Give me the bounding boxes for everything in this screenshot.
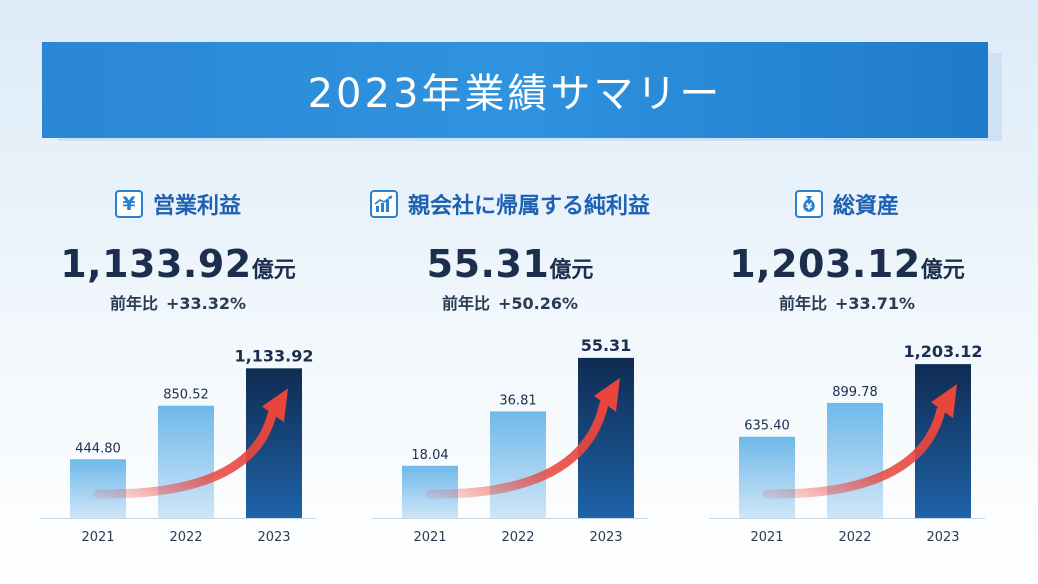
headline-unit: 億元 [251, 258, 296, 283]
growth-arrow-head [931, 384, 957, 419]
yoy-label: 前年比 [109, 294, 158, 313]
yoy-label: 前年比 [441, 294, 490, 313]
panel-net-profit: 親会社に帰属する純利益 55.31億元 前年比 +50.26% 18.04 2021… [360, 180, 660, 560]
value-label-2023: 1,203.12 [904, 342, 983, 361]
growth-arrow [425, 399, 609, 499]
growth-chart-icon [369, 190, 398, 218]
category-label-2023: 2023 [257, 530, 290, 545]
yen-icon: ¥ [114, 190, 143, 218]
value-label-2021: 444.80 [75, 441, 121, 456]
category-label-2022: 2022 [501, 530, 534, 545]
bar-2022 [490, 411, 546, 518]
panel-header: ¥ 総資産 [697, 188, 997, 220]
yoy-line: 前年比 +50.26% [360, 290, 660, 314]
yoy-value: +33.71% [834, 294, 916, 313]
value-label-2023: 55.31 [581, 336, 632, 355]
value-label-2022: 36.81 [499, 393, 536, 408]
headline-value: 55.31億元 [360, 242, 660, 286]
value-label-2022: 850.52 [163, 388, 209, 403]
yoy-value: +50.26% [497, 294, 579, 313]
headline-value: 1,203.12億元 [697, 242, 997, 286]
panel-title: 営業利益 [152, 194, 241, 219]
category-label-2022: 2022 [838, 530, 871, 545]
category-label-2022: 2022 [169, 530, 202, 545]
panel-title: 親会社に帰属する純利益 [407, 194, 650, 219]
money-bag-icon-glyph: ¥ [803, 196, 815, 213]
headline-value: 1,133.92億元 [28, 242, 328, 286]
money-bag-symbol: ¥ [806, 203, 813, 213]
money-bag-icon: ¥ [794, 190, 823, 218]
growth-arrow-head [594, 377, 620, 412]
yoy-label: 前年比 [778, 294, 827, 313]
title-banner: 2023年業績サマリー [42, 42, 988, 138]
category-label-2021: 2021 [81, 530, 114, 545]
panel-header: ¥ 営業利益 [28, 188, 328, 220]
category-label-2023: 2023 [926, 530, 959, 545]
category-label-2021: 2021 [750, 530, 783, 545]
page-title: 2023年業績サマリー [307, 71, 723, 117]
growth-arrow [93, 409, 277, 499]
value-label-2022: 899.78 [832, 385, 878, 400]
growth-arrow-head [262, 388, 288, 423]
yoy-line: 前年比 +33.71% [697, 290, 997, 314]
bar-chart: 635.40 2021 899.78 2022 1,203.12 2023 [709, 342, 985, 545]
value-label-2021: 18.04 [411, 448, 448, 463]
panel-title: 総資産 [832, 194, 899, 219]
headline-number: 55.31 [426, 242, 550, 286]
bar-2021 [70, 459, 126, 518]
bar-2022 [158, 405, 214, 518]
value-label-2021: 635.40 [744, 419, 790, 434]
headline-number: 1,203.12 [729, 242, 921, 286]
headline-unit: 億元 [549, 258, 594, 283]
panel-header: 親会社に帰属する純利益 [360, 188, 660, 220]
headline-unit: 億元 [920, 258, 965, 283]
bar-chart: 18.04 2021 36.81 2022 55.31 2023 [372, 336, 648, 545]
bar-2021 [739, 436, 795, 518]
yoy-line: 前年比 +33.32% [28, 290, 328, 314]
panel-total-assets: ¥ 総資産 1,203.12億元 前年比 +33.71% 635.40 2021 89… [697, 180, 997, 560]
growth-arrow [762, 405, 946, 499]
category-label-2023: 2023 [589, 530, 622, 545]
headline-number: 1,133.92 [60, 242, 252, 286]
bar-chart: 444.80 2021 850.52 2022 1,133.92 2023 [40, 346, 316, 545]
yoy-value: +33.32% [165, 294, 247, 313]
category-label-2021: 2021 [413, 530, 446, 545]
bar-2022 [827, 402, 883, 518]
value-label-2023: 1,133.92 [235, 346, 314, 365]
growth-chart-icon-glyph [374, 195, 393, 212]
panel-operating-profit: ¥ 営業利益 1,133.92億元 前年比 +33.32% 444.80 2021 8… [28, 180, 328, 560]
